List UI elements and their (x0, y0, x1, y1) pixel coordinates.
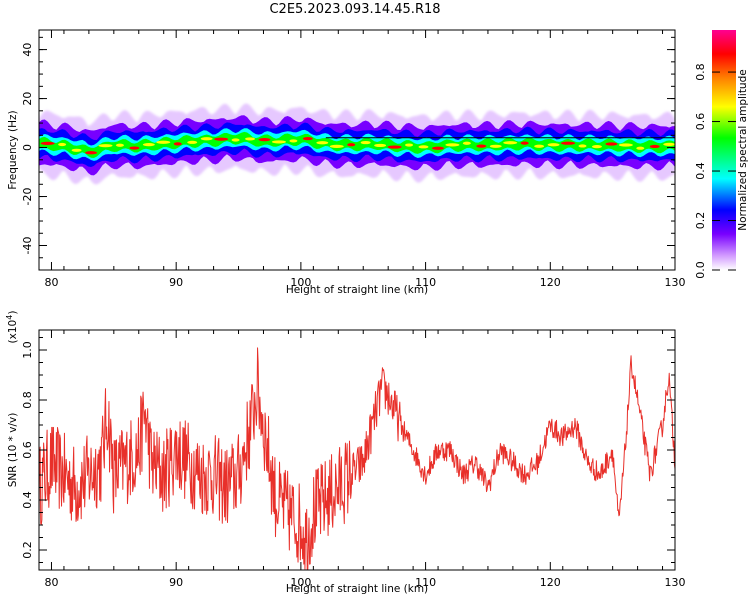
snr-x-ticks: 80 90 100 110 120 130 (38, 330, 686, 589)
ridge-hotspot (649, 144, 660, 149)
snr-x-label: Height of straight line (km) (286, 583, 428, 595)
ridge-band (39, 131, 675, 158)
ridge-hotspot (115, 143, 124, 147)
colorbar-scale (712, 30, 736, 270)
ridge-hotspot (142, 143, 155, 147)
ridge-hotspot (98, 144, 113, 148)
ridge-hotspot (591, 145, 602, 149)
spectrogram-y-tick-label: 0 (21, 144, 34, 151)
snr-series-line (39, 347, 675, 570)
snr-y-tick-label: 1.0 (21, 341, 34, 359)
snr-scale-label: (x104) (5, 311, 19, 344)
spectrogram-y-tick-label: -20 (21, 188, 34, 206)
colorbar: 0.0 0.2 0.4 0.6 0.8 Normalized spectral ampl… (694, 30, 749, 279)
snr-y-ticks: 0.2 0.4 0.6 0.8 1.0 (21, 337, 675, 563)
snr-y-tick-label: 0.4 (21, 491, 34, 509)
spectrogram-x-tick-label: 80 (44, 276, 58, 289)
snr-panel: 80 90 100 110 120 130 0.2 0.4 0.6 0.8 1.0 Height … (5, 311, 686, 595)
ridge-hotspot (534, 144, 545, 148)
spectrogram-x-ticks: 80 90 100 110 120 130 (38, 30, 686, 289)
ridge-hotspot (347, 143, 356, 147)
ridge-hotspot (200, 137, 213, 141)
spectrogram-y-tick-label: 40 (21, 43, 34, 57)
ridge-hotspot (636, 146, 645, 150)
ridge-hotspot (578, 144, 587, 148)
spectrogram-frame (38, 29, 676, 271)
ridge-hotspot (405, 143, 414, 147)
ridge-hotspot (271, 140, 286, 144)
spectrogram-x-tick-label: 120 (540, 276, 561, 289)
ridge-hotspot (129, 146, 140, 150)
ridge-hotspot (40, 141, 55, 145)
ridge-hotspot (187, 140, 198, 144)
snr-y-tick-label: 0.6 (21, 441, 34, 459)
snr-x-tick-label: 110 (415, 576, 436, 589)
snr-x-tick-label: 130 (665, 576, 686, 589)
colorbar-tick-label: 0.2 (694, 212, 707, 230)
spectrogram-y-tick-label: 20 (21, 92, 34, 106)
colorbar-tick-label: 0.0 (694, 261, 707, 279)
spectrogram-y-tick-label: -40 (21, 237, 34, 255)
ridge-hotspot (258, 138, 271, 142)
ridge-hotspot (71, 148, 82, 152)
ridge-hotspot (329, 144, 344, 148)
ridge-hotspot (618, 143, 633, 147)
snr-x-tick-label: 90 (169, 576, 183, 589)
ridge-hotspot (289, 139, 298, 143)
ridge-hotspot (173, 142, 182, 146)
snr-x-tick-label: 80 (44, 576, 58, 589)
ridge-hotspot (431, 146, 444, 150)
ridge-hotspot (489, 144, 502, 148)
spectrogram-y-label: Frequency (Hz) (7, 110, 19, 189)
ridge-hotspot (58, 142, 67, 147)
spectrogram-ridge (39, 103, 675, 185)
spectrogram-x-label: Height of straight line (km) (286, 284, 428, 296)
spectrogram-x-tick-label: 130 (665, 276, 686, 289)
spectrogram-panel: 80 90 100 110 120 130 40 20 0 -20 -40 Height of s… (7, 29, 686, 296)
ridge-hotspot (503, 141, 518, 145)
colorbar-tick-label: 0.8 (694, 63, 707, 81)
snr-x-tick-label: 120 (540, 576, 561, 589)
ridge-hotspot (462, 141, 471, 145)
ridge-hotspot (231, 138, 240, 142)
snr-y-label: SNR (10 * v/v) (7, 413, 19, 488)
ridge-hotspot (547, 143, 560, 147)
ridge-hotspot (316, 141, 329, 145)
ridge-hotspot (85, 151, 98, 155)
figure-title: C2E5.2023.093.14.45.R18 (269, 2, 441, 17)
ridge-hotspot (156, 140, 171, 144)
ridge-hotspot (387, 145, 402, 149)
snr-y-tick-label: 0.8 (21, 391, 34, 409)
spectrogram-x-tick-label: 110 (415, 276, 436, 289)
ridge-hotspot (605, 142, 618, 146)
ridge-hotspot (663, 142, 675, 146)
ridge-hotspot (418, 145, 429, 149)
ridge-hotspot (302, 136, 313, 141)
colorbar-tick-label: 0.4 (694, 162, 707, 180)
spectrogram-x-tick-label: 100 (290, 276, 311, 289)
ridge-hotspot (245, 137, 256, 141)
snr-y-tick-label: 0.2 (21, 541, 34, 559)
ridge-hotspot (476, 144, 487, 148)
ridge-hotspot (520, 141, 529, 145)
ridge-hotspot (214, 137, 229, 141)
colorbar-label: Normalized spectral amplitude (737, 69, 749, 230)
ridge-hotspot (360, 140, 371, 145)
colorbar-tick-label: 0.6 (694, 113, 707, 130)
snr-x-tick-label: 100 (290, 576, 311, 589)
spectrogram-y-ticks: 40 20 0 -20 -40 (21, 36, 675, 271)
spectrogram-x-tick-label: 90 (169, 276, 183, 289)
ridge-hotspot (561, 141, 576, 145)
ridge-hotspot (445, 143, 460, 147)
ridge-hotspot (374, 143, 387, 148)
colorbar-ticks: 0.0 0.2 0.4 0.6 0.8 (694, 63, 736, 279)
snr-frame (38, 329, 676, 571)
